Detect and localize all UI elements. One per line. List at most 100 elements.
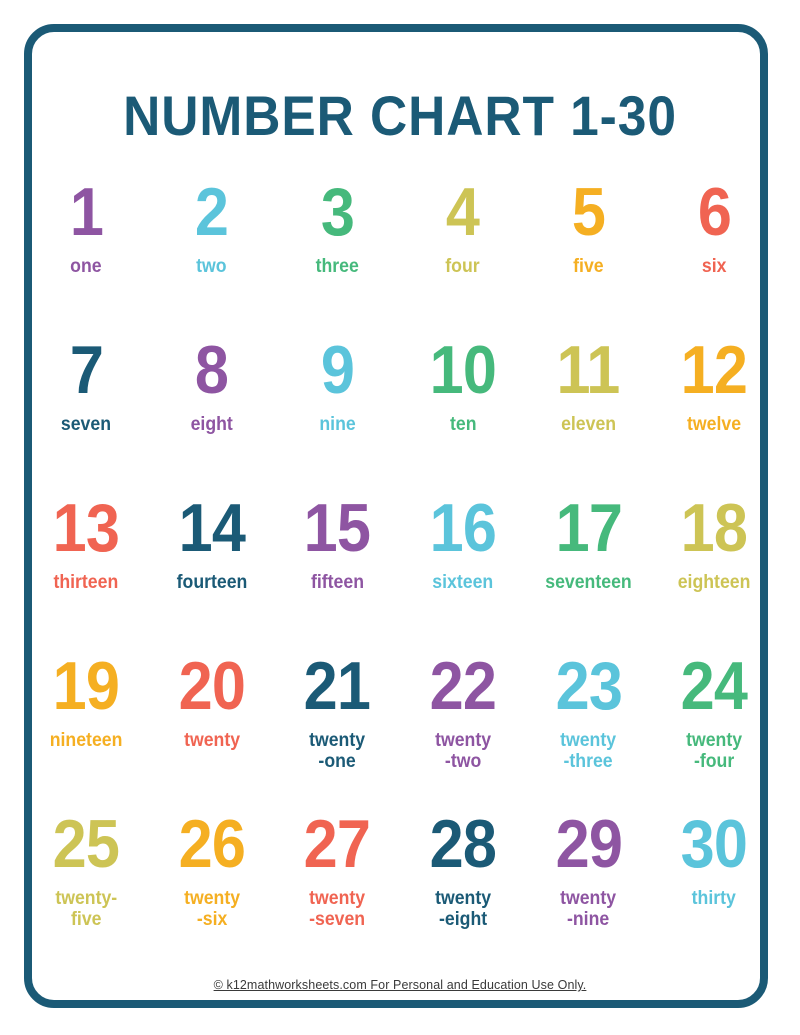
word-line: -nine — [567, 909, 610, 931]
word-line: eighteen — [677, 572, 751, 593]
word-line: -two — [444, 751, 481, 773]
poster-content: NUMBER CHART 1-30 1 one 2 two 3 three 4 four 5 fi… — [32, 32, 768, 1000]
numeral-word-16: sixteen — [432, 572, 493, 593]
numeral-word-26: twenty -six — [184, 888, 240, 931]
word-line: twenty — [434, 888, 491, 909]
numeral-15: 15 — [304, 490, 371, 566]
numeral-14: 14 — [178, 490, 245, 566]
numeral-word-12: twelve — [687, 414, 741, 435]
numeral-word-4: four — [446, 256, 480, 277]
numeral-3: 3 — [320, 174, 355, 250]
numeral-word-25: twenty-five — [55, 888, 117, 931]
numeral-word-20: twenty — [184, 730, 240, 751]
numeral-word-27: twenty -seven — [309, 888, 365, 931]
word-line: three — [315, 256, 359, 277]
numeral-24: 24 — [680, 648, 748, 724]
numeral-word-30: thirty — [692, 888, 736, 909]
numeral-word-21: twenty -one — [309, 730, 365, 773]
number-cell-22: 22 twenty -two — [409, 652, 517, 773]
numeral-30: 30 — [680, 806, 748, 882]
number-cell-7: 7 seven — [32, 336, 140, 435]
number-cell-27: 27 twenty -seven — [283, 810, 391, 931]
word-line: twenty — [309, 888, 366, 909]
numeral-word-1: one — [70, 256, 101, 277]
numeral-29: 29 — [555, 806, 622, 882]
numeral-word-13: thirteen — [54, 572, 119, 593]
number-cell-13: 13 thirteen — [32, 494, 140, 593]
numeral-21: 21 — [304, 648, 371, 724]
word-line: ten — [449, 414, 477, 435]
number-cell-23: 23 twenty -three — [534, 652, 642, 773]
word-line: five — [70, 909, 102, 931]
word-line: six — [701, 256, 727, 277]
number-cell-28: 28 twenty -eight — [409, 810, 517, 931]
number-cell-17: 17 seventeen — [534, 494, 642, 593]
number-grid: 1 one 2 two 3 three 4 four 5 five 6 six 7 seven 8 eight… — [32, 178, 768, 978]
word-line: thirteen — [53, 572, 119, 593]
word-line: -one — [318, 751, 356, 773]
numeral-7: 7 — [69, 332, 103, 408]
number-cell-24: 24 twenty -four — [660, 652, 768, 773]
number-cell-11: 11 eleven — [534, 336, 642, 435]
numeral-2: 2 — [195, 174, 229, 250]
numeral-1: 1 — [69, 174, 103, 250]
word-line: fifteen — [310, 572, 364, 593]
word-line: one — [70, 256, 102, 277]
numeral-word-3: three — [316, 256, 359, 277]
numeral-word-28: twenty -eight — [435, 888, 491, 931]
numeral-word-24: twenty -four — [686, 730, 742, 773]
word-line: twenty — [560, 888, 617, 909]
word-line: twenty — [309, 730, 366, 751]
word-line: twenty — [434, 730, 491, 751]
numeral-word-9: nine — [319, 414, 355, 435]
number-cell-9: 9 nine — [283, 336, 391, 435]
numeral-word-18: eighteen — [678, 572, 751, 593]
number-cell-3: 3 three — [283, 178, 391, 277]
numeral-6: 6 — [697, 174, 731, 250]
number-cell-6: 6 six — [660, 178, 768, 277]
word-line: seventeen — [545, 572, 632, 593]
word-line: twenty- — [55, 888, 117, 909]
word-line: four — [445, 256, 480, 277]
number-cell-10: 10 ten — [409, 336, 517, 435]
numeral-8: 8 — [195, 332, 229, 408]
numeral-word-6: six — [702, 256, 727, 277]
word-line: -seven — [309, 909, 366, 931]
numeral-16: 16 — [429, 490, 497, 566]
number-cell-29: 29 twenty -nine — [534, 810, 642, 931]
numeral-27: 27 — [304, 806, 371, 882]
number-cell-25: 25 twenty-five — [32, 810, 140, 931]
number-cell-1: 1 one — [32, 178, 140, 277]
numeral-word-2: two — [196, 256, 226, 277]
numeral-word-10: ten — [450, 414, 477, 435]
word-line: sixteen — [432, 572, 494, 593]
number-cell-8: 8 eight — [158, 336, 266, 435]
numeral-25: 25 — [52, 806, 120, 882]
numeral-word-19: nineteen — [50, 730, 123, 751]
numeral-10: 10 — [429, 332, 497, 408]
numeral-word-5: five — [573, 256, 603, 277]
numeral-28: 28 — [429, 806, 497, 882]
numeral-19: 19 — [52, 648, 120, 724]
numeral-9: 9 — [320, 332, 355, 408]
word-line: twenty — [685, 730, 742, 751]
word-line: -four — [693, 751, 735, 773]
number-row: 25 twenty-five 26 twenty -six 27 twenty -seven 2… — [32, 810, 768, 968]
numeral-13: 13 — [52, 490, 120, 566]
numeral-11: 11 — [556, 332, 621, 408]
number-row: 13 thirteen 14 fourteen 15 fifteen 16 sixteen 17… — [32, 494, 768, 652]
numeral-word-29: twenty -nine — [560, 888, 616, 931]
page-title: NUMBER CHART 1-30 — [123, 84, 677, 147]
numeral-word-7: seven — [61, 414, 111, 435]
number-cell-19: 19 nineteen — [32, 652, 140, 751]
word-line: twenty — [560, 730, 617, 751]
number-cell-26: 26 twenty -six — [158, 810, 266, 931]
word-line: thirty — [691, 888, 737, 909]
numeral-18: 18 — [680, 490, 748, 566]
word-line: twelve — [686, 414, 741, 435]
numeral-23: 23 — [555, 648, 622, 724]
word-line: seven — [60, 414, 112, 435]
number-cell-4: 4 four — [409, 178, 517, 277]
numeral-word-15: fifteen — [311, 572, 364, 593]
